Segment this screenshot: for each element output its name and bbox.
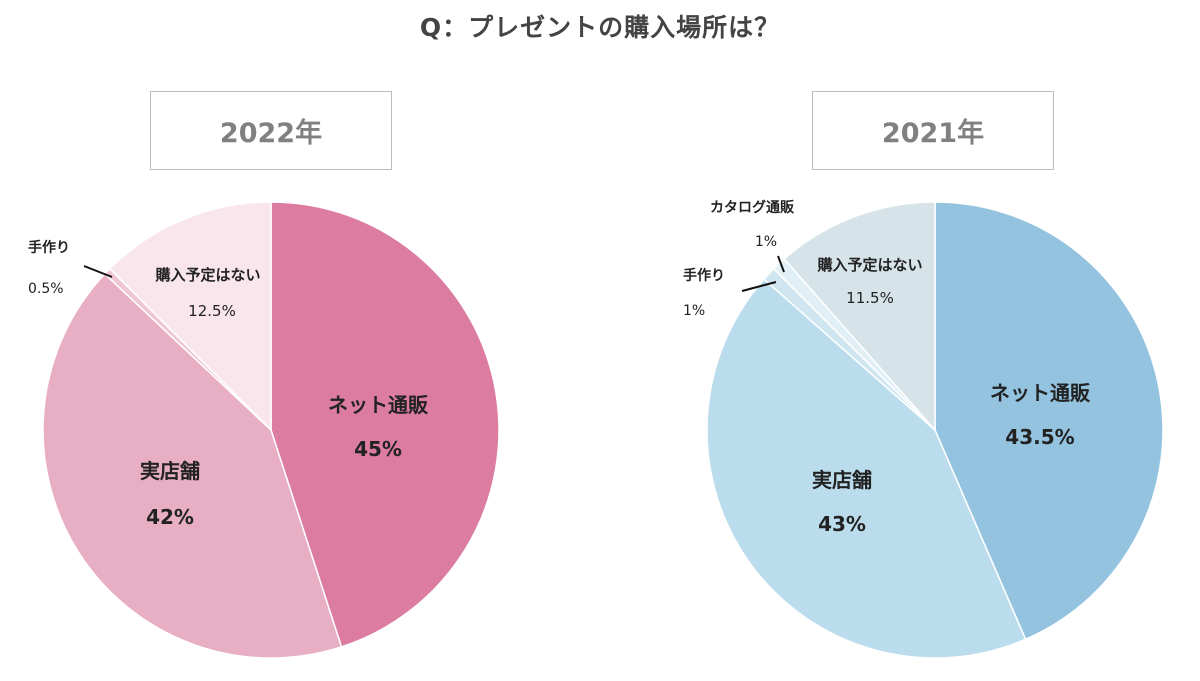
slice-value-label: 11.5% [846,289,894,307]
pie-slice [934,201,1164,641]
leader-line [777,255,785,273]
pie-chart-2021: ネット通販 43.5% 実店舗 43% 手作り 1% カタログ通販 1% 購入予定はない 11.5… [683,199,1164,659]
slice-value-label: 0.5% [28,281,64,297]
year-label-2022: 2022年 [150,91,392,170]
slice-value-label: 12.5% [188,302,236,320]
slice-value-label: 42% [146,505,194,529]
slice-value-label: 45% [354,437,402,461]
slice-label: カタログ通販 [710,199,795,216]
slice-label: 実店舗 [812,468,872,492]
slice-value-label: 43% [818,512,866,536]
pie-slice [108,201,272,432]
slice-label: 購入予定はない [154,266,260,284]
page-title: Q：プレゼントの購入場所は？ [419,13,781,42]
slice-label: 購入予定はない [816,256,922,274]
slice-label: 手作り [683,267,725,284]
leader-line [741,281,777,292]
year-label-2021: 2021年 [812,91,1054,170]
slice-label: 手作り [28,239,70,256]
slice-label: 実店舗 [140,459,200,483]
slice-label: ネット通販 [328,393,429,417]
pie-slice [270,201,500,648]
slice-label: ネット通販 [990,381,1091,405]
pie-slice [42,272,343,659]
slice-value-label: 43.5% [1005,425,1074,449]
slice-value-label: 1% [683,303,705,319]
pie-chart-2022: ネット通販 45% 実店舗 42% 手作り 0.5% 購入予定はない 12.5% [28,201,500,659]
slice-value-label: 1% [755,234,777,250]
pie-slice [706,278,1027,659]
leader-line [83,265,113,278]
pie-slice [783,201,936,432]
